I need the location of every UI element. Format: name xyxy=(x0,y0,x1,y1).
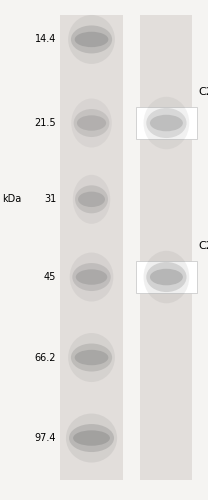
Ellipse shape xyxy=(75,32,108,47)
Ellipse shape xyxy=(146,262,187,292)
Ellipse shape xyxy=(150,115,183,132)
Ellipse shape xyxy=(68,15,115,64)
Bar xyxy=(140,15,192,480)
Text: C2b: C2b xyxy=(199,86,208,97)
Text: 45: 45 xyxy=(44,272,56,282)
Ellipse shape xyxy=(68,333,115,382)
Bar xyxy=(60,15,123,480)
Ellipse shape xyxy=(71,26,112,54)
Ellipse shape xyxy=(74,109,109,137)
Text: 14.4: 14.4 xyxy=(35,34,56,44)
Text: 21.5: 21.5 xyxy=(35,118,56,128)
Ellipse shape xyxy=(70,252,113,302)
Text: 31: 31 xyxy=(44,194,56,204)
Bar xyxy=(136,107,197,140)
Ellipse shape xyxy=(71,98,112,148)
Ellipse shape xyxy=(66,414,117,463)
Ellipse shape xyxy=(73,430,110,446)
Ellipse shape xyxy=(144,251,189,304)
Ellipse shape xyxy=(78,192,105,207)
Text: 66.2: 66.2 xyxy=(35,352,56,362)
Text: kDa: kDa xyxy=(2,194,21,204)
Ellipse shape xyxy=(146,108,187,138)
Ellipse shape xyxy=(144,97,189,150)
Ellipse shape xyxy=(77,116,106,130)
Text: 97.4: 97.4 xyxy=(35,433,56,443)
Ellipse shape xyxy=(71,344,112,371)
Text: C2a: C2a xyxy=(199,240,208,250)
Ellipse shape xyxy=(75,350,108,365)
Ellipse shape xyxy=(150,269,183,285)
Ellipse shape xyxy=(72,263,111,291)
Ellipse shape xyxy=(76,270,107,284)
Bar xyxy=(136,261,197,294)
Ellipse shape xyxy=(75,186,108,214)
Ellipse shape xyxy=(73,175,110,224)
Ellipse shape xyxy=(69,424,114,452)
